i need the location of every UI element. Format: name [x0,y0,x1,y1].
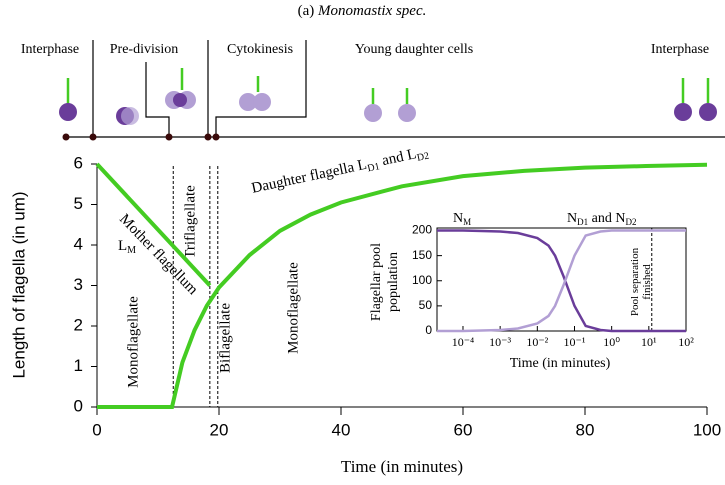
series-line [97,162,708,409]
y-tick-label: 2 [74,315,83,334]
x-tick-label: 10⁻⁴ [452,335,475,349]
annotation-sub: M [463,217,471,227]
y-tick-label: 200 [412,223,432,237]
annotation-sub: D2 [416,151,430,164]
annotation-part: Daughter flagella L [250,157,368,197]
x-tick-label: 10⁻² [526,335,548,349]
timeline-dots [62,133,220,141]
inset-x-label: Time (in minutes) [510,356,611,371]
y-tick-label: 0 [425,323,432,337]
title-species: Monomastix spec. [317,3,426,19]
series-line [95,162,212,287]
x-tick-label: 10⁻¹ [564,335,586,349]
phase-label: Interphase [651,42,709,57]
x-tick-label: 100 [693,420,721,439]
x-axis-label: Time (in minutes) [341,457,463,476]
annotation-sub: D1 [577,217,588,227]
annotation: Monoflagellate [125,296,141,388]
x-tick-label: 10⁰ [603,335,620,349]
title-prefix: (a) [298,3,315,19]
inset-y-label-line: Flagellar pool [369,243,384,321]
y-tick-label: 6 [74,153,83,172]
x-tick-label: 10² [678,335,694,349]
title: (a) Monomastix spec. [298,3,427,19]
y-tick-label: 150 [412,248,432,262]
annotation-part: finished [641,264,653,300]
phase-label: Interphase [21,42,79,57]
series-line [437,229,686,333]
x-tick-label: 60 [454,420,473,439]
inset-y-label-line: population [386,252,401,312]
annotation: Monoflagellate [285,262,301,354]
x-tick-label: 10¹ [641,335,657,349]
inset-y-label: Flagellar pool population [369,243,401,321]
annotation: Daughter flagella LD1 and LD2 [250,144,430,199]
y-tick-label: 50 [419,298,433,312]
phase-diagram [64,40,725,138]
x-tick-label: 20 [210,420,229,439]
annotation-part: Pool separation [629,247,641,316]
annotation: NM [453,211,471,227]
annotation: LM [118,238,136,256]
annotation-sub: D1 [367,161,381,174]
annotation-part: N [567,211,577,226]
annotation-part: L [118,238,127,254]
y-axis-label: Length of flagella (in um) [9,191,28,378]
annotation: Biflagellate [217,303,233,373]
cell-icons [59,68,717,125]
y-tick-label: 1 [74,356,83,375]
x-tick-label: 40 [332,420,351,439]
x-tick-label: 80 [576,420,595,439]
y-tick-label: 4 [74,234,83,253]
annotation-part: and L [377,147,418,171]
phase-label: Cytokinesis [227,42,293,57]
x-tick-label: 0 [92,420,101,439]
phase-label: Pre-division [110,42,178,57]
annotation: Triflagellate [182,185,198,259]
y-tick-label: 3 [74,275,83,294]
y-tick-label: 5 [74,194,83,213]
annotation-part: N [453,211,463,226]
x-tick-label: 10⁻³ [489,335,511,349]
annotation-sub: D2 [625,217,636,227]
annotation: ND1 and ND2 [567,211,636,227]
annotation-part: and N [588,211,625,226]
y-tick-label: 0 [74,396,83,415]
phase-label: Young daughter cells [355,42,473,57]
series-line [437,229,686,333]
annotation: Pool separationfinished [629,247,653,316]
y-tick-label: 100 [412,273,432,287]
annotation-sub: M [127,245,136,256]
plot-frame [436,227,687,332]
